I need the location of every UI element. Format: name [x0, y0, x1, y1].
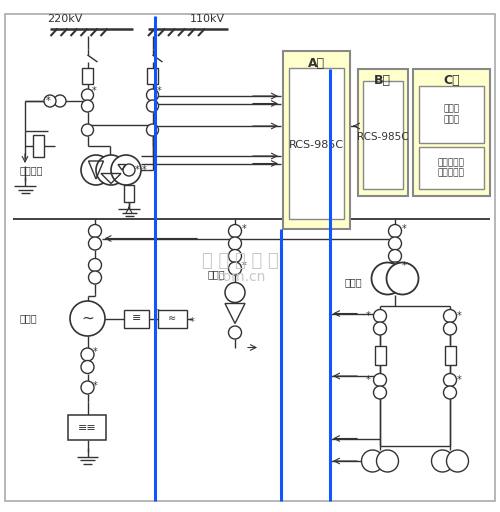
Bar	[282, 51, 350, 228]
Bar	[418, 86, 484, 142]
Circle shape	[44, 95, 56, 107]
Circle shape	[444, 322, 456, 335]
Bar	[33, 135, 44, 157]
Text: 主变、厂变
非电量保护: 主变、厂变 非电量保护	[438, 158, 464, 178]
Circle shape	[82, 100, 94, 112]
Text: com.cn: com.cn	[215, 270, 265, 284]
Bar	[289, 69, 344, 219]
Circle shape	[111, 155, 141, 185]
Bar	[124, 309, 149, 328]
Circle shape	[388, 224, 402, 238]
Bar	[158, 309, 186, 328]
Circle shape	[374, 373, 386, 387]
Text: 芯 建 品 世 界: 芯 建 品 世 界	[202, 252, 278, 270]
Circle shape	[446, 450, 468, 472]
Circle shape	[228, 262, 241, 275]
Circle shape	[88, 271, 102, 284]
Text: ≡≡: ≡≡	[78, 422, 97, 433]
Circle shape	[374, 309, 386, 323]
Circle shape	[228, 224, 241, 238]
Text: 励磁变: 励磁变	[208, 269, 225, 280]
Circle shape	[225, 283, 245, 303]
Bar	[68, 415, 106, 440]
Circle shape	[146, 89, 158, 101]
Circle shape	[228, 249, 241, 263]
Bar	[147, 69, 158, 83]
Circle shape	[81, 155, 111, 185]
Text: RCS-985C: RCS-985C	[288, 140, 344, 150]
Text: 主变压器: 主变压器	[20, 165, 44, 175]
Text: ~: ~	[81, 311, 94, 326]
Text: 发电机: 发电机	[20, 313, 38, 324]
Circle shape	[362, 450, 384, 472]
Text: 220kV: 220kV	[48, 14, 83, 24]
Text: 断路器
操作箱: 断路器 操作箱	[443, 104, 460, 124]
Circle shape	[81, 381, 94, 394]
Circle shape	[70, 301, 105, 336]
Text: *: *	[92, 86, 97, 96]
Text: A屏: A屏	[308, 57, 325, 70]
Text: *: *	[456, 375, 462, 385]
Text: *: *	[242, 224, 246, 233]
Circle shape	[82, 89, 94, 101]
Text: *: *	[366, 311, 371, 321]
Circle shape	[96, 155, 126, 185]
Circle shape	[374, 322, 386, 335]
Text: *: *	[134, 165, 140, 175]
Circle shape	[444, 309, 456, 323]
Circle shape	[388, 237, 402, 250]
Circle shape	[376, 450, 398, 472]
Text: RCS-985C: RCS-985C	[356, 132, 408, 142]
Circle shape	[388, 249, 402, 263]
Bar	[358, 69, 408, 196]
Text: B屏: B屏	[374, 75, 391, 88]
Text: *: *	[93, 380, 98, 391]
Circle shape	[374, 386, 386, 399]
Bar	[124, 185, 134, 202]
Bar	[412, 69, 490, 196]
Bar	[444, 346, 456, 365]
Circle shape	[54, 95, 66, 107]
Bar	[362, 81, 403, 188]
Text: *: *	[157, 86, 162, 96]
Text: C屏: C屏	[443, 75, 460, 88]
Text: *: *	[46, 96, 51, 106]
Bar	[82, 69, 93, 83]
Circle shape	[88, 259, 102, 271]
Text: *: *	[142, 165, 146, 175]
Text: *: *	[402, 224, 406, 233]
Bar	[418, 147, 484, 188]
Circle shape	[386, 263, 418, 294]
Text: 高厂变: 高厂变	[345, 278, 362, 288]
Circle shape	[146, 100, 158, 112]
Circle shape	[228, 326, 241, 339]
Circle shape	[372, 263, 404, 294]
Text: *: *	[190, 316, 195, 327]
Text: *: *	[242, 261, 246, 271]
Text: *: *	[456, 311, 462, 321]
Circle shape	[146, 124, 158, 136]
Text: *: *	[93, 348, 98, 357]
Text: ≈: ≈	[168, 313, 176, 324]
Circle shape	[444, 386, 456, 399]
Text: *: *	[366, 375, 371, 385]
Circle shape	[88, 237, 102, 250]
Circle shape	[81, 348, 94, 361]
Circle shape	[82, 124, 94, 136]
Text: *: *	[402, 261, 406, 271]
Circle shape	[432, 450, 454, 472]
Circle shape	[444, 373, 456, 387]
Text: 110kV: 110kV	[190, 14, 225, 24]
Circle shape	[88, 224, 102, 238]
Circle shape	[388, 262, 402, 275]
Circle shape	[81, 360, 94, 373]
Circle shape	[123, 164, 135, 176]
Circle shape	[228, 237, 241, 250]
Bar	[374, 346, 386, 365]
Text: ≡: ≡	[132, 313, 141, 324]
